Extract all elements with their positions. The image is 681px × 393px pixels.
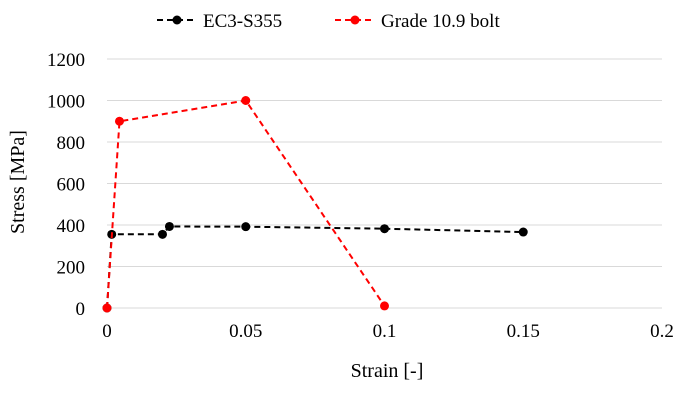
- x-axis-title: Strain [-]: [351, 360, 424, 382]
- axis-layer: 0 200 400 600 800 1000 1200 0 0.05 0.1 0.15 0.2: [47, 50, 674, 342]
- data-point: [241, 222, 251, 232]
- series-line: [106, 225, 524, 309]
- y-tick-label: 400: [57, 216, 86, 237]
- x-tick-label: 0.1: [373, 321, 397, 342]
- y-tick-label: 0: [76, 299, 86, 320]
- legend-label: EC3-S355: [203, 11, 282, 32]
- data-point: [241, 96, 251, 105]
- x-tick-label: 0.05: [229, 321, 262, 342]
- x-tick-label: 0: [102, 321, 112, 342]
- y-tick-label: 200: [57, 258, 86, 279]
- data-point: [158, 229, 167, 239]
- y-tick-label: 1200: [47, 50, 85, 71]
- y-tick-label: 600: [57, 175, 86, 196]
- legend-item: Grade 10.9 bolt: [335, 11, 500, 32]
- series-line: [106, 99, 386, 309]
- legend-swatch-marker: [350, 15, 360, 25]
- y-axis-title: Stress [MPa]: [7, 130, 29, 234]
- y-tick-label: 800: [57, 133, 86, 154]
- legend: EC3-S355 Grade 10.9 bolt: [157, 11, 500, 32]
- x-tick-label: 0.2: [650, 321, 674, 342]
- y-tick-label: 1000: [47, 92, 85, 113]
- data-point: [114, 116, 124, 126]
- grid-layer: [107, 58, 662, 267]
- legend-swatch-marker: [172, 15, 182, 25]
- series-ec3-s355: [102, 221, 528, 313]
- series-grade-10-9-bolt: [102, 96, 389, 313]
- data-point: [380, 301, 389, 311]
- data-point: [164, 221, 174, 231]
- x-tick-label: 0.15: [507, 321, 540, 342]
- data-point: [380, 224, 389, 234]
- series-layer: [102, 96, 528, 313]
- data-point: [518, 227, 528, 237]
- legend-label: Grade 10.9 bolt: [381, 11, 500, 32]
- data-point: [102, 303, 112, 313]
- legend-item: EC3-S355: [157, 11, 282, 32]
